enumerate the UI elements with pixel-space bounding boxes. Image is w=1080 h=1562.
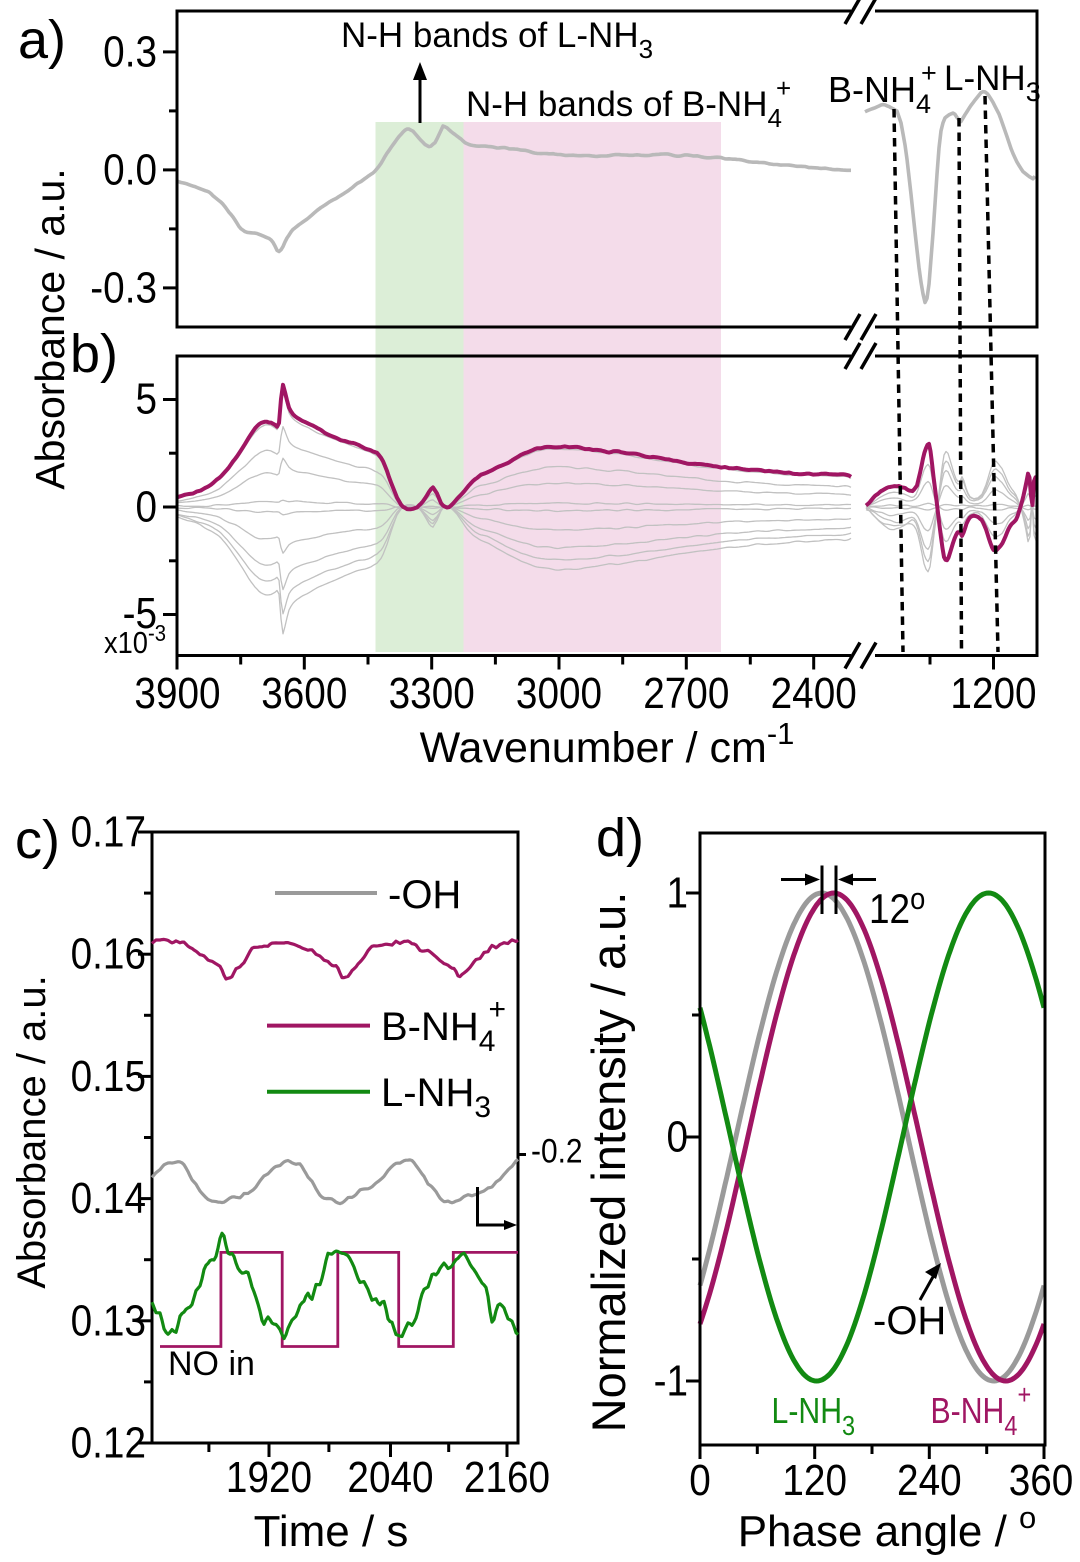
svg-text:2400: 2400 <box>771 668 857 718</box>
svg-text:240: 240 <box>897 1455 962 1505</box>
svg-text:d): d) <box>596 808 644 868</box>
svg-text:1200: 1200 <box>950 668 1036 718</box>
svg-text:Time / s: Time / s <box>254 1507 409 1556</box>
svg-text:3300: 3300 <box>389 668 475 718</box>
svg-text:120: 120 <box>782 1455 847 1505</box>
svg-text:Absorbance / a.u.: Absorbance / a.u. <box>27 168 73 489</box>
svg-text:2160: 2160 <box>464 1452 550 1502</box>
svg-text:-0.2: -0.2 <box>531 1132 583 1170</box>
svg-text:3600: 3600 <box>261 668 347 718</box>
svg-text:c): c) <box>15 810 60 870</box>
svg-text:2040: 2040 <box>347 1452 433 1502</box>
svg-text:0.12: 0.12 <box>71 1417 146 1467</box>
svg-text:360: 360 <box>1009 1455 1074 1505</box>
svg-text:0.15: 0.15 <box>71 1051 146 1101</box>
svg-text:1: 1 <box>666 867 688 917</box>
svg-text:-5: -5 <box>123 588 157 638</box>
svg-text:Phase angle / o: Phase angle / o <box>738 1500 1037 1556</box>
svg-text:Absorbance / a.u.: Absorbance / a.u. <box>10 975 54 1289</box>
svg-text:2700: 2700 <box>643 668 729 718</box>
svg-text:-1: -1 <box>654 1355 688 1405</box>
svg-text:0.17: 0.17 <box>71 806 146 856</box>
svg-text:0.14: 0.14 <box>71 1173 146 1223</box>
svg-text:0: 0 <box>689 1455 711 1505</box>
svg-text:Normalized intensity / a.u.: Normalized intensity / a.u. <box>582 892 635 1433</box>
svg-text:3900: 3900 <box>134 668 220 718</box>
svg-text:1920: 1920 <box>226 1452 312 1502</box>
svg-text:0: 0 <box>135 481 157 531</box>
svg-text:Wavenumber / cm-1: Wavenumber / cm-1 <box>420 716 795 772</box>
svg-text:0.13: 0.13 <box>71 1295 146 1345</box>
svg-text:5: 5 <box>135 373 157 423</box>
svg-text:0.0: 0.0 <box>103 144 157 194</box>
svg-text:-OH: -OH <box>873 1299 946 1343</box>
svg-text:NO in: NO in <box>168 1345 255 1383</box>
svg-text:0: 0 <box>666 1111 688 1161</box>
svg-text:b): b) <box>70 324 118 384</box>
svg-text:a): a) <box>18 10 66 70</box>
svg-text:-0.3: -0.3 <box>90 262 157 312</box>
svg-text:3000: 3000 <box>516 668 602 718</box>
svg-text:0.16: 0.16 <box>71 928 146 978</box>
svg-text:0.3: 0.3 <box>103 26 157 76</box>
svg-text:-OH: -OH <box>388 873 461 917</box>
